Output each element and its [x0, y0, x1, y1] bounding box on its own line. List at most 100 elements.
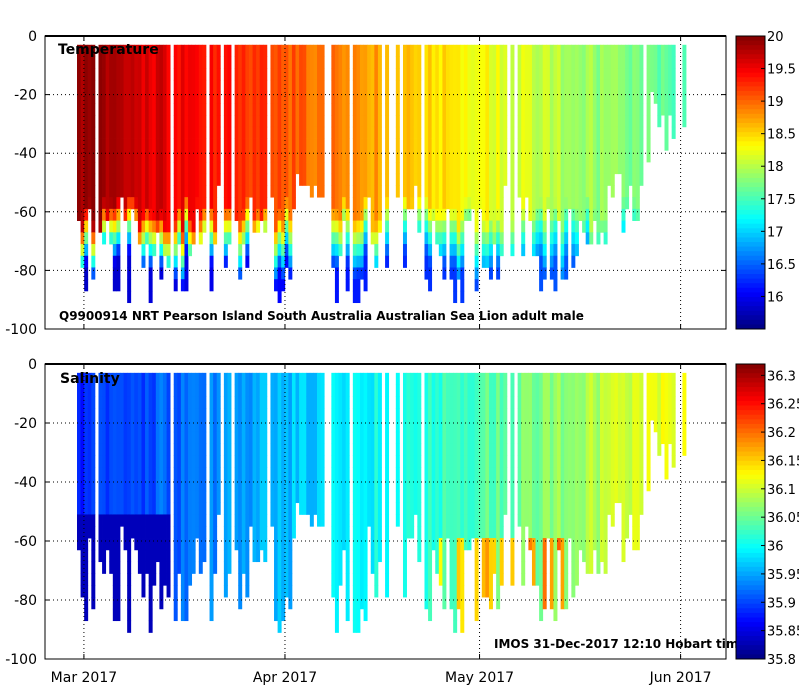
temperature-cell — [621, 208, 626, 221]
salinity-cell — [539, 384, 544, 397]
temperature-cell — [510, 115, 515, 128]
salinity-cell — [360, 372, 364, 386]
salinity-cell — [402, 514, 407, 527]
temperature-cell — [84, 150, 89, 163]
temperature-cell — [91, 173, 96, 186]
temperature-cell — [567, 68, 572, 81]
temperature-cell — [374, 244, 379, 257]
salinity-cell — [238, 431, 243, 445]
salinity-cell — [148, 502, 153, 515]
salinity-cell — [395, 467, 400, 480]
salinity-cell — [84, 443, 89, 456]
temperature-cell — [159, 79, 164, 93]
temperature-cell — [367, 150, 372, 163]
temperature-cell — [116, 79, 121, 93]
salinity-cell — [281, 490, 286, 504]
temperature-cell — [539, 56, 544, 69]
salinity-cell — [334, 561, 339, 574]
salinity-cell — [98, 514, 103, 527]
salinity-cell — [578, 396, 583, 409]
salinity-cell — [567, 384, 572, 397]
salinity-cell — [535, 455, 540, 468]
temperature-cell — [112, 126, 117, 139]
salinity-cell — [105, 420, 110, 433]
temperature-cell — [453, 185, 458, 198]
salinity-cell — [198, 396, 203, 409]
salinity-cell — [309, 514, 314, 527]
temperature-cell — [456, 173, 461, 186]
salinity-cell — [402, 372, 407, 386]
salinity-cell — [510, 408, 515, 421]
temperature-cell — [664, 56, 669, 69]
salinity-cell — [596, 467, 601, 480]
temperature-cell — [137, 68, 142, 81]
temperature-cell — [553, 56, 558, 69]
salinity-cell — [277, 573, 282, 586]
salinity-cell — [402, 479, 407, 492]
temperature-cell — [485, 185, 490, 198]
temperature-cell — [155, 173, 160, 186]
temperature-cell — [263, 138, 268, 151]
temperature-cell — [91, 267, 96, 280]
colorbar-swatch — [736, 113, 765, 119]
temperature-cell — [281, 161, 286, 175]
salinity-cell — [109, 502, 114, 515]
salinity-cell — [370, 502, 375, 515]
salinity-cell — [481, 479, 486, 492]
salinity-cell — [284, 585, 289, 598]
salinity-cell — [402, 561, 407, 574]
temperature-cell — [173, 91, 178, 104]
temperature-cell — [291, 138, 296, 151]
salinity-cell — [159, 384, 164, 397]
temperature-cell — [567, 44, 572, 57]
temperature-cell — [302, 126, 307, 139]
salinity-cell — [277, 479, 282, 492]
salinity-cell — [184, 455, 189, 468]
temperature-cell — [478, 103, 483, 116]
temperature-cell — [223, 185, 228, 198]
temperature-cell — [442, 115, 447, 128]
salinity-cell — [463, 372, 468, 386]
temperature-cell — [474, 79, 479, 93]
salinity-cell — [549, 384, 554, 397]
temperature-cell — [159, 244, 164, 257]
salinity-cell — [503, 490, 508, 504]
temperature-cell — [288, 232, 293, 245]
salinity-cell — [123, 408, 128, 421]
salinity-cell — [635, 408, 640, 421]
salinity-cell — [98, 372, 103, 386]
salinity-cell — [488, 408, 493, 421]
salinity-cell — [127, 420, 132, 433]
salinity-cell — [137, 561, 142, 574]
salinity-cell — [256, 443, 261, 456]
temperature-cell — [291, 161, 296, 175]
temperature-cell — [567, 138, 572, 151]
salinity-cell — [252, 514, 257, 527]
temperature-cell — [281, 232, 286, 245]
temperature-cell — [553, 267, 558, 280]
salinity-cell — [173, 443, 178, 456]
salinity-cell — [635, 372, 640, 386]
temperature-cell — [91, 220, 96, 233]
temperature-cell — [600, 161, 604, 175]
salinity-cell — [130, 431, 135, 445]
temperature-cell — [102, 103, 107, 116]
salinity-cell — [270, 443, 275, 456]
salinity-cell — [245, 467, 250, 480]
salinity-cell — [331, 372, 336, 386]
temperature-cell — [600, 68, 604, 81]
temperature-cell — [435, 138, 440, 151]
salinity-cell — [607, 396, 612, 409]
temperature-cell — [621, 103, 626, 116]
salinity-cell — [510, 502, 515, 515]
salinity-cell — [159, 561, 164, 574]
temperature-cell — [134, 68, 139, 81]
temperature-cell — [227, 115, 232, 128]
temperature-cell — [485, 220, 490, 233]
temperature-cell — [238, 68, 243, 81]
salinity-cell — [213, 408, 218, 421]
temperature-cell — [417, 138, 422, 151]
salinity-cell — [539, 490, 544, 504]
temperature-cell — [582, 115, 587, 128]
salinity-cell — [356, 608, 361, 622]
